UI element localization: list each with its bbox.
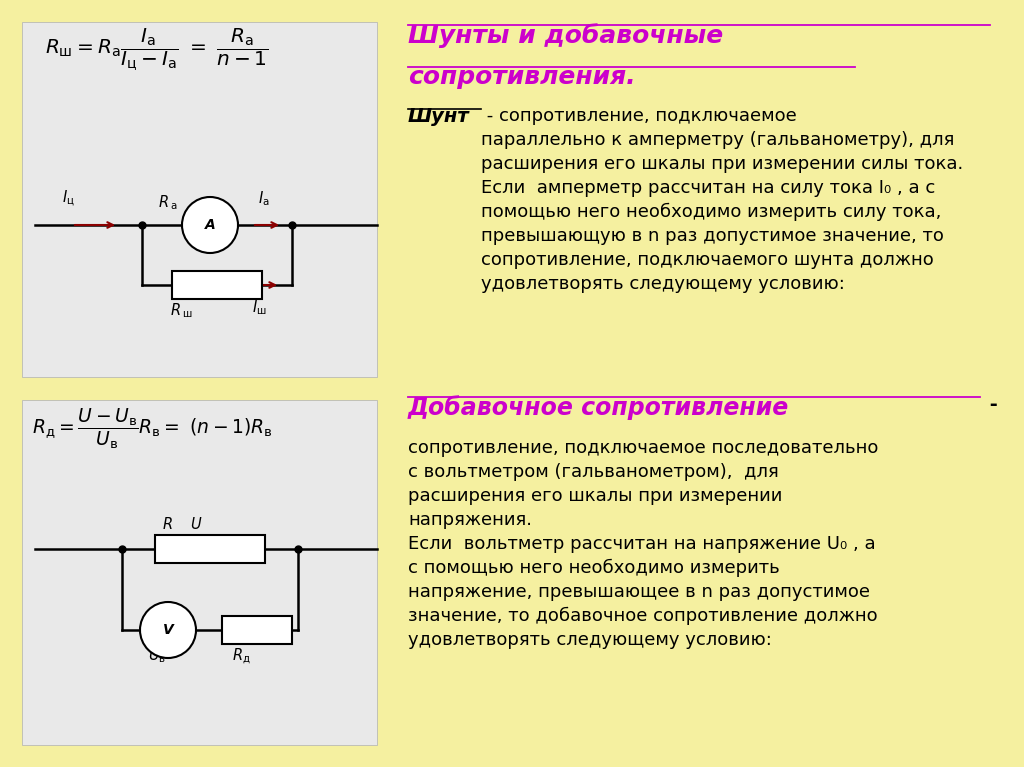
- FancyBboxPatch shape: [22, 22, 377, 377]
- FancyBboxPatch shape: [172, 271, 262, 299]
- FancyBboxPatch shape: [22, 400, 377, 745]
- Text: $R_{\rm д}$: $R_{\rm д}$: [232, 646, 251, 666]
- Text: $I_{\rm а}$: $I_{\rm а}$: [258, 189, 269, 208]
- Text: $I_{\rm ш}$: $I_{\rm ш}$: [252, 298, 266, 317]
- Text: Шунт: Шунт: [408, 107, 470, 126]
- Text: $R\,_{\rm а}$: $R\,_{\rm а}$: [158, 193, 178, 212]
- Text: $R$: $R$: [162, 516, 173, 532]
- Text: $U$: $U$: [190, 516, 203, 532]
- Text: Шунты и добавочные: Шунты и добавочные: [408, 23, 723, 48]
- Text: $R_{\rm ш}=R_{\rm а}\dfrac{I_{\rm а}}{I_{\rm ц}-I_{\rm а}}\ =\ \dfrac{R_{\rm а}}: $R_{\rm ш}=R_{\rm а}\dfrac{I_{\rm а}}{I_…: [45, 27, 268, 74]
- FancyBboxPatch shape: [155, 535, 265, 563]
- Circle shape: [182, 197, 238, 253]
- Text: -: -: [983, 395, 997, 414]
- Text: A: A: [205, 218, 215, 232]
- Text: V: V: [163, 623, 173, 637]
- Text: $R\,_{\rm ш}$: $R\,_{\rm ш}$: [170, 301, 194, 320]
- Text: $R_{\rm д}=\dfrac{U-U_{\rm в}}{U_{\rm в}}R_{\rm в}=\ (n-1)R_{\rm в}$: $R_{\rm д}=\dfrac{U-U_{\rm в}}{U_{\rm в}…: [32, 407, 272, 451]
- Text: $U_{\rm в}$: $U_{\rm в}$: [148, 646, 166, 665]
- Text: Добавочное сопротивление: Добавочное сопротивление: [408, 395, 790, 420]
- Circle shape: [140, 602, 196, 658]
- FancyBboxPatch shape: [222, 616, 292, 644]
- Text: - сопротивление, подключаемое
параллельно к амперметру (гальванометру), для
расш: - сопротивление, подключаемое параллельн…: [481, 107, 964, 292]
- Text: сопротивления.: сопротивления.: [408, 65, 636, 89]
- Text: $I_{\rm ц}$: $I_{\rm ц}$: [62, 189, 75, 209]
- Text: сопротивление, подключаемое последовательно
с вольтметром (гальванометром),  для: сопротивление, подключаемое последовател…: [408, 439, 879, 649]
